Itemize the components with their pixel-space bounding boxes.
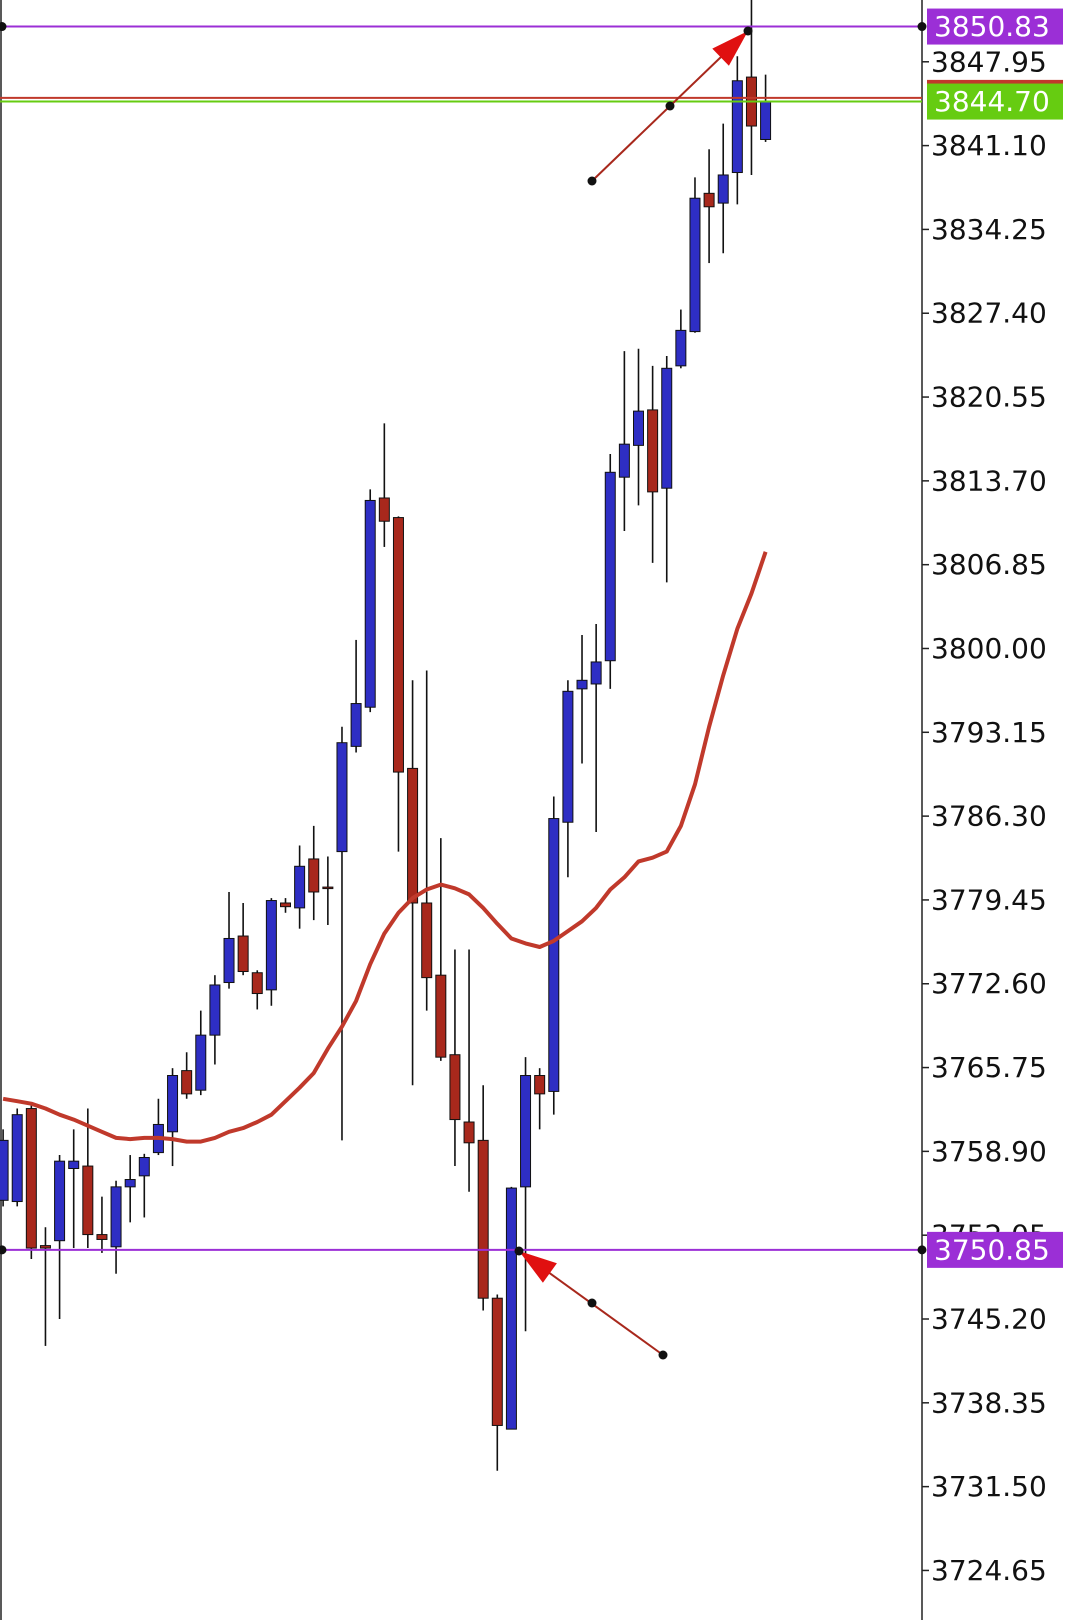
candle-body (181, 1070, 193, 1095)
candle-body (661, 367, 673, 489)
y-tick-label: 3758.90 (931, 1135, 1047, 1168)
candle-body (237, 935, 249, 973)
price-label-box (927, 1231, 1063, 1268)
candle-body (703, 192, 715, 208)
price-label: 3750.85 (934, 1233, 1050, 1266)
candle-body (520, 1075, 532, 1188)
candle-body (209, 984, 221, 1036)
y-tick-label: 3847.95 (931, 45, 1047, 78)
line-end-dot (917, 22, 927, 32)
anchor-dot (658, 1350, 668, 1360)
candle-body (477, 1139, 489, 1299)
candle-body (421, 902, 433, 979)
candle-body (68, 1160, 80, 1170)
candle-body (280, 902, 291, 908)
arrow-head (712, 31, 748, 66)
candle-body (548, 818, 560, 1092)
candle-body (760, 101, 772, 140)
candle-body (223, 937, 235, 984)
candles (0, 0, 772, 1471)
y-tick-label: 3834.25 (931, 213, 1047, 246)
candle-body (689, 197, 701, 333)
candle-body (675, 329, 687, 367)
anchor-dot (514, 1246, 524, 1256)
price-labels: 3850.83 3844.70 3750.85 (927, 8, 1063, 1268)
anchor-dot (665, 101, 675, 111)
candle-body (124, 1179, 136, 1188)
y-tick-label: 3772.60 (931, 967, 1047, 1000)
candle-body (364, 499, 376, 708)
y-tick-label: 3738.35 (931, 1386, 1047, 1419)
candle-body (110, 1186, 122, 1248)
y-tick-label: 3820.55 (931, 381, 1047, 414)
arrow-annotation (587, 26, 753, 186)
candle-body (167, 1075, 179, 1133)
price-axis: 3847.95 3841.10 3834.25 3827.40 3820.55 3813.… (922, 45, 1047, 1587)
moving-average-line (2, 551, 768, 1144)
y-tick-label: 3724.65 (931, 1554, 1047, 1587)
y-tick-label: 3806.85 (931, 548, 1047, 581)
candle-body (407, 767, 419, 904)
candle-body (138, 1156, 150, 1177)
candle-body (308, 858, 320, 893)
candle-body (435, 974, 447, 1058)
candle-body (39, 1245, 51, 1249)
candle-body (0, 1139, 9, 1201)
price-label-box (927, 8, 1063, 45)
price-label: 3844.70 (934, 85, 1050, 118)
candle-body (392, 517, 404, 773)
candle-body (534, 1075, 546, 1095)
y-tick-label: 3786.30 (931, 800, 1047, 833)
arrow-annotation (514, 1246, 668, 1360)
y-tick-label: 3827.40 (931, 297, 1047, 330)
candle-body (576, 679, 588, 690)
candle-body (505, 1187, 517, 1430)
candle-body (25, 1108, 37, 1249)
candle-body (350, 703, 362, 747)
candle-body (449, 1054, 461, 1121)
y-tick-label: 3731.50 (931, 1470, 1047, 1503)
line-end-dot (0, 1245, 7, 1255)
candle-body (590, 661, 602, 685)
candle-body (562, 690, 574, 823)
arrow-head (519, 1251, 557, 1283)
price-label: 3850.83 (934, 10, 1050, 43)
anchor-dot (743, 26, 753, 36)
candle-body (491, 1297, 503, 1426)
candle-body (336, 742, 348, 853)
anchor-dot (587, 1298, 597, 1308)
overlay (0, 22, 927, 1255)
y-tick-label: 3800.00 (931, 632, 1047, 665)
candle-body (378, 497, 390, 522)
line-end-dot (0, 22, 7, 32)
candle-body (251, 972, 263, 995)
y-tick-label: 3765.75 (931, 1051, 1047, 1084)
candle-body (731, 80, 743, 174)
candle-body (604, 471, 616, 662)
candle-body (633, 410, 644, 446)
candle-body (647, 409, 659, 493)
y-tick-label: 3841.10 (931, 129, 1047, 162)
candle-body (195, 1034, 207, 1091)
y-tick-label: 3745.20 (931, 1303, 1047, 1336)
candle-body (82, 1165, 94, 1236)
candle-body (717, 174, 729, 204)
candle-body (294, 865, 306, 909)
price-label-box (927, 83, 1063, 120)
candle-body (463, 1121, 475, 1144)
anchor-dot (587, 176, 597, 186)
y-tick-label: 3813.70 (931, 464, 1047, 497)
candle-body (265, 900, 277, 991)
y-tick-label: 3793.15 (931, 716, 1047, 749)
y-tick-label: 3779.45 (931, 883, 1047, 916)
candle-body (96, 1234, 108, 1240)
candle-body (54, 1160, 66, 1242)
candle-body (11, 1114, 23, 1203)
candle-body (322, 886, 334, 890)
line-end-dot (917, 1245, 927, 1255)
candle-body (618, 443, 630, 478)
